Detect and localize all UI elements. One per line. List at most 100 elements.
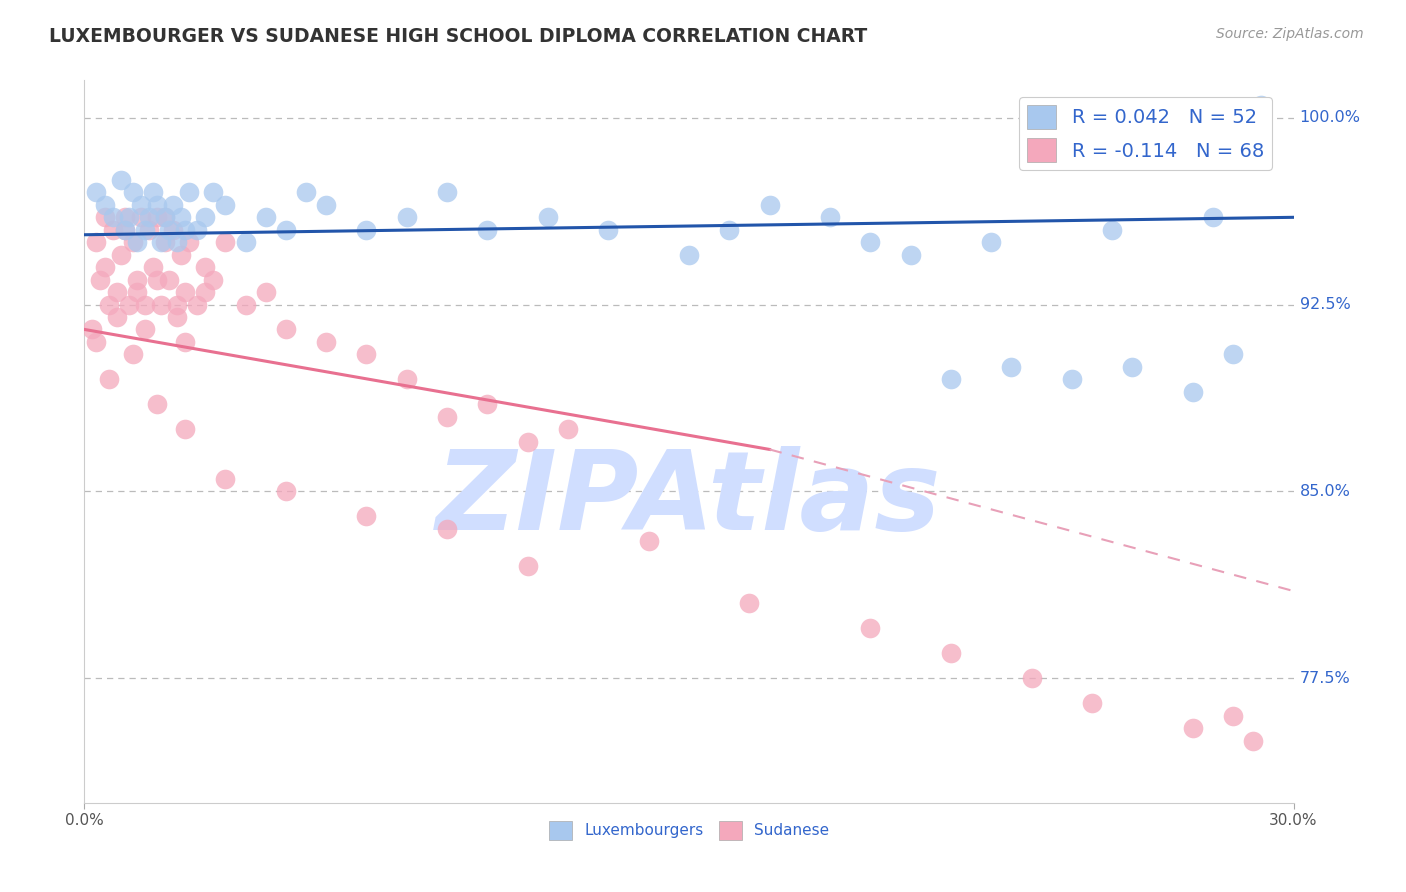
Point (1181, 721, 1204, 735)
Point (356, 509, 378, 524)
Point (214, 472, 236, 486)
Point (1250, 98, 1272, 112)
Point (1222, 347, 1244, 361)
Point (274, 322, 297, 336)
Point (110, 173, 132, 187)
Point (214, 198, 236, 212)
Point (395, 211, 418, 225)
Point (194, 285, 217, 299)
Point (678, 248, 700, 262)
Point (194, 211, 217, 225)
Point (166, 297, 188, 311)
Point (436, 186, 458, 200)
Point (146, 272, 169, 286)
Point (758, 198, 780, 212)
Point (1202, 211, 1225, 225)
Point (477, 223, 499, 237)
Point (153, 211, 176, 225)
Point (516, 434, 538, 449)
Point (129, 198, 152, 212)
Point (105, 285, 128, 299)
Point (477, 397, 499, 411)
Point (97, 372, 120, 386)
Point (315, 334, 337, 349)
Point (134, 297, 156, 311)
Point (1241, 733, 1264, 747)
Point (174, 334, 197, 349)
Point (274, 223, 297, 237)
Point (121, 347, 143, 361)
Point (105, 310, 128, 324)
Point (166, 235, 188, 250)
Point (1060, 372, 1083, 386)
Point (436, 409, 458, 424)
Point (114, 211, 136, 225)
Point (254, 211, 277, 225)
Point (1121, 359, 1143, 374)
Point (149, 297, 172, 311)
Point (1222, 708, 1244, 723)
Point (186, 223, 208, 237)
Point (97, 297, 120, 311)
Point (356, 223, 378, 237)
Point (101, 223, 124, 237)
Point (89, 272, 111, 286)
Point (86, 334, 108, 349)
Point (315, 198, 337, 212)
Point (295, 186, 318, 200)
Point (1081, 696, 1104, 710)
Point (980, 235, 1002, 250)
Point (436, 522, 458, 536)
Point (138, 223, 160, 237)
Point (818, 211, 841, 225)
Point (174, 422, 197, 436)
Point (179, 186, 201, 200)
Point (149, 235, 172, 250)
Point (170, 248, 193, 262)
Point (121, 186, 143, 200)
Point (274, 484, 297, 499)
Point (356, 347, 378, 361)
Point (114, 223, 136, 237)
Point (1021, 671, 1043, 685)
Point (395, 372, 418, 386)
Point (1101, 223, 1123, 237)
Text: 85.0%: 85.0% (1299, 483, 1350, 499)
Point (142, 186, 165, 200)
Point (537, 211, 560, 225)
Point (146, 211, 169, 225)
Point (235, 235, 257, 250)
Point (101, 211, 124, 225)
Point (235, 297, 257, 311)
Point (93, 211, 115, 225)
Point (186, 297, 208, 311)
Point (254, 285, 277, 299)
Legend: Luxembourgers, Sudanese: Luxembourgers, Sudanese (543, 815, 835, 846)
Text: ZIPAtlas: ZIPAtlas (436, 446, 942, 553)
Point (170, 211, 193, 225)
Point (134, 223, 156, 237)
Text: 100.0%: 100.0% (1299, 110, 1361, 125)
Point (93, 198, 115, 212)
Text: LUXEMBOURGER VS SUDANESE HIGH SCHOOL DIPLOMA CORRELATION CHART: LUXEMBOURGER VS SUDANESE HIGH SCHOOL DIP… (49, 27, 868, 45)
Point (516, 559, 538, 574)
Point (114, 223, 136, 237)
Point (194, 260, 217, 274)
Point (125, 235, 148, 250)
Point (157, 272, 180, 286)
Point (859, 621, 882, 635)
Text: Source: ZipAtlas.com: Source: ZipAtlas.com (1216, 27, 1364, 41)
Point (86, 235, 108, 250)
Point (718, 223, 741, 237)
Point (179, 235, 201, 250)
Point (598, 223, 620, 237)
Point (146, 397, 169, 411)
Point (142, 260, 165, 274)
Point (1181, 384, 1204, 399)
Point (939, 372, 962, 386)
Point (110, 248, 132, 262)
Point (202, 186, 225, 200)
Point (162, 198, 184, 212)
Point (900, 248, 922, 262)
Point (146, 198, 169, 212)
